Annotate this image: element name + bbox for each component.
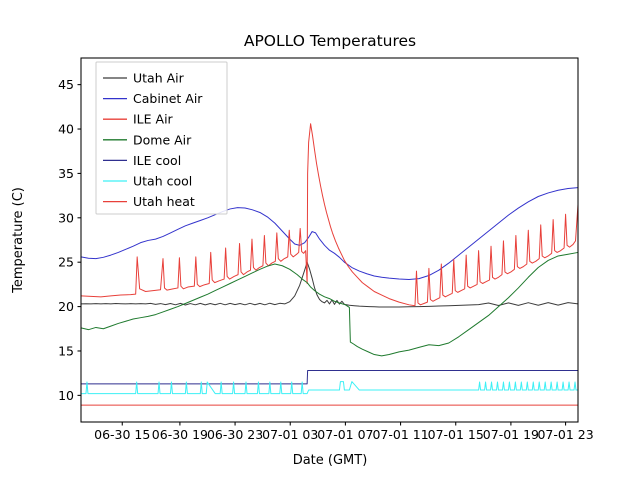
series-layer (80, 123, 579, 406)
y-axis-title: Temperature (C) (11, 187, 26, 294)
x-tick-label: 06-30 19 (152, 427, 208, 442)
series-line-ile-cool (81, 370, 578, 385)
series-line-utah-cool (81, 381, 578, 395)
series-line-ile-air (80, 123, 579, 307)
series-line-dome-air (80, 251, 579, 357)
y-tick-label: 45 (58, 77, 74, 92)
plot-area-frame (80, 57, 579, 423)
legend-label-utah-heat: Utah heat (133, 194, 195, 209)
chart-legend: Utah Air Cabinet Air ILE Air Dome Air ILE co… (95, 61, 228, 215)
chart-title: APOLLO Temperatures (244, 32, 416, 50)
x-tick-label: 06-30 15 (94, 427, 150, 442)
y-tick-label: 35 (58, 166, 74, 181)
x-tick-label: 07-01 23 (537, 427, 593, 442)
series-line-utah-air (80, 261, 579, 308)
x-tick-label: 07-01 19 (483, 427, 539, 442)
x-tick-label: 06-30 23 (207, 427, 263, 442)
legend-label-ile-cool: ILE cool (133, 153, 181, 168)
x-tick-label: 07-01 03 (262, 427, 318, 442)
legend-label-utah-air: Utah Air (133, 71, 185, 86)
x-tick-label: 07-01 11 (372, 427, 428, 442)
legend-label-cabinet-air: Cabinet Air (133, 91, 203, 106)
x-axis-title: Date (GMT) (293, 453, 368, 468)
legend-label-dome-air: Dome Air (133, 132, 192, 147)
y-tick-label: 30 (58, 210, 74, 225)
y-tick-label: 10 (58, 388, 74, 403)
y-tick-label: 15 (58, 343, 74, 358)
y-tick-label: 20 (58, 299, 74, 314)
legend-label-ile-air: ILE Air (133, 112, 174, 127)
series-line-cabinet-air (80, 187, 579, 281)
x-tick-label: 07-01 15 (428, 427, 484, 442)
legend-items: Utah Air Cabinet Air ILE Air Dome Air ILE co… (103, 71, 203, 209)
y-axis: 10 15 20 25 30 35 40 45 (58, 77, 81, 403)
legend-box (95, 61, 228, 215)
x-tick-label: 07-01 07 (317, 427, 373, 442)
y-tick-label: 25 (58, 255, 74, 270)
y-tick-label: 40 (58, 122, 74, 137)
legend-label-utah-cool: Utah cool (133, 174, 192, 189)
